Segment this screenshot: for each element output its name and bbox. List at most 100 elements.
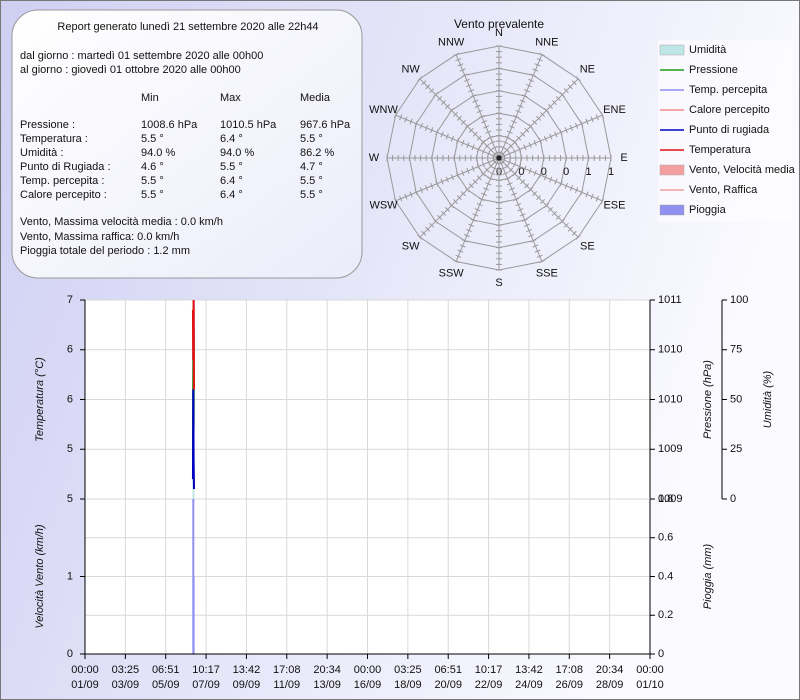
stat-value: 5.5 ° (220, 161, 243, 173)
radar-minor-tick (508, 167, 514, 173)
radar-direction: E (620, 152, 627, 164)
radar-minor-tick (433, 218, 439, 224)
radar-minor-tick (555, 214, 561, 220)
x-tick-label: 10:17 07/09 (192, 664, 220, 691)
radar-minor-tick (520, 131, 526, 137)
radar-minor-tick (564, 127, 568, 134)
radar-minor-tick (521, 94, 528, 98)
line (191, 299, 195, 390)
radar-minor-tick (409, 191, 413, 198)
radar-minor-tick (523, 165, 527, 172)
radar-minor-tick (519, 99, 526, 103)
radar-minor-tick (464, 123, 470, 129)
radar-minor-tick (455, 58, 462, 62)
radar-minor-tick (453, 52, 460, 57)
radar-minor-tick (470, 94, 477, 98)
radar-minor-tick (466, 228, 472, 233)
radar-minor-tick (549, 176, 553, 183)
x-tick-label: 20:34 28/09 (596, 664, 624, 691)
radar-minor-tick (481, 192, 487, 196)
radar-minor-tick (491, 146, 498, 150)
radar-minor-tick (476, 135, 482, 141)
radar-minor-tick (569, 125, 574, 131)
radar-title: Vento prevalente (454, 17, 544, 31)
radar-minor-tick (449, 108, 454, 113)
rain-total: Pioggia totale del periodo : 1.2 mm (20, 245, 190, 257)
radar-minor-tick (585, 118, 589, 125)
radar-minor-tick (445, 176, 449, 183)
radar-minor-tick (476, 109, 483, 114)
y3-axis-title: Umidità (%) (762, 370, 774, 428)
radar-minor-tick (399, 195, 403, 202)
radar-minor-tick (452, 199, 458, 205)
radar-minor-tick (536, 254, 543, 258)
radar-minor-tick (474, 208, 481, 212)
stat-value: 6.4 ° (220, 133, 243, 145)
radar-minor-tick (421, 230, 427, 236)
radar-minor-tick (551, 210, 557, 216)
radar-minor-tick (549, 133, 553, 140)
radar-minor-tick (528, 78, 535, 83)
radar-direction: WSW (369, 200, 398, 212)
radar-minor-tick (453, 259, 460, 264)
radar-minor-tick (485, 182, 492, 186)
radar-minor-tick (481, 120, 487, 124)
y3-tick-label: 50 (730, 393, 742, 405)
radar-tick-label: 0 (541, 166, 547, 178)
radar-minor-tick (551, 100, 557, 106)
radar-minor-tick (481, 148, 486, 155)
stat-value: 86.2 % (300, 147, 334, 159)
legend-label: Vento, Raffica (689, 184, 758, 196)
radar-minor-tick (511, 120, 517, 124)
radar-direction: SE (580, 240, 595, 252)
radar-minor-tick (532, 244, 539, 248)
stat-label: Temp. percepita : (20, 175, 104, 187)
stat-value: 5.5 ° (141, 175, 164, 187)
radar-minor-tick (544, 203, 549, 208)
radar-minor-tick (393, 112, 398, 119)
stat-value: 1010.5 hPa (220, 119, 277, 131)
radar-minor-tick (468, 183, 474, 189)
radar-tick-label: 1 (608, 166, 614, 178)
radar-minor-tick (513, 197, 520, 201)
radar-direction: NNE (535, 36, 558, 48)
y3-tick-label: 0 (730, 493, 736, 505)
radar-minor-tick (425, 84, 431, 90)
y-tick-label: 6 (67, 344, 73, 356)
y-axis-title: Temperatura (°C) (34, 357, 46, 442)
radar-direction: ENE (603, 104, 626, 116)
stat-value: 5.5 ° (141, 133, 164, 145)
radar-minor-tick (435, 180, 439, 187)
radar-direction: S (495, 277, 502, 289)
radar-minor-tick (484, 167, 490, 173)
radar-minor-tick (472, 131, 478, 137)
x-tick-label: 03:25 18/09 (394, 664, 422, 691)
radar-minor-tick (515, 202, 522, 207)
radar-minor-tick (437, 214, 443, 220)
radar-minor-tick (435, 129, 439, 136)
x-tick-label: 00:00 16/09 (354, 664, 382, 691)
radar-minor-tick (504, 177, 511, 181)
radar-minor-tick (459, 244, 466, 248)
radar-minor-tick (489, 140, 496, 145)
radar-minor-tick (512, 171, 518, 177)
radar-minor-tick (521, 218, 528, 222)
radar-minor-tick (569, 185, 574, 191)
radar-minor-tick (471, 165, 475, 172)
radar-minor-tick (555, 96, 561, 102)
radar-minor-tick (476, 163, 480, 170)
radar-minor-tick (574, 187, 579, 194)
radar-minor-tick (524, 127, 530, 133)
x-tick-label: 13:42 09/09 (233, 664, 261, 691)
radar-minor-tick (538, 259, 545, 264)
radar-minor-tick (532, 68, 539, 72)
radar-minor-tick (404, 116, 408, 123)
radar-direction: ESE (603, 200, 625, 212)
radar-minor-tick (548, 207, 553, 212)
y-tick-label: 5 (67, 443, 73, 455)
stat-value: 94.0 % (141, 147, 175, 159)
radar-minor-tick (452, 111, 458, 117)
radar-minor-tick (528, 167, 532, 174)
x-tick-label: 17:08 26/09 (556, 664, 584, 691)
radar-minor-tick (463, 233, 470, 238)
